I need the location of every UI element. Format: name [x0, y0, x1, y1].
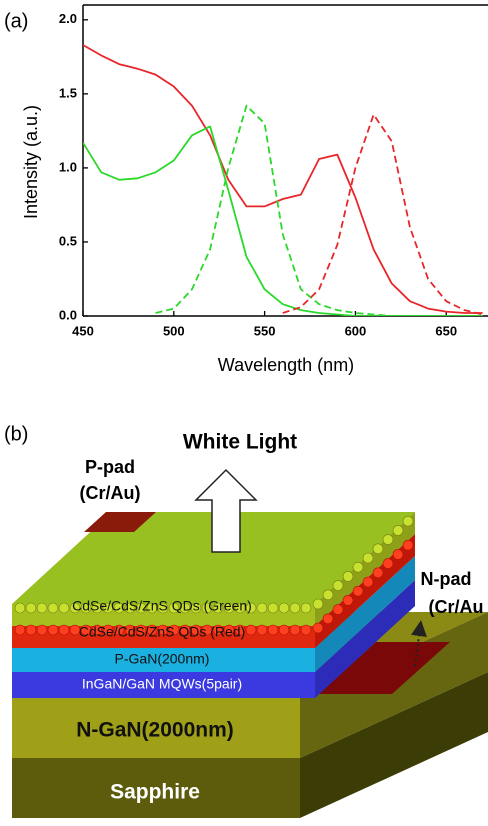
red-dot	[48, 625, 58, 635]
green-dot	[15, 603, 25, 613]
green-dot	[290, 603, 300, 613]
green-dot	[313, 599, 323, 609]
green-dot	[59, 603, 69, 613]
red-dot	[383, 559, 393, 569]
y-tick-label: 1.0	[59, 159, 77, 174]
red-dot	[26, 625, 36, 635]
green-dot	[301, 603, 311, 613]
layer-label: CdSe/CdS/ZnS QDs (Green)	[72, 598, 252, 614]
red-dot	[313, 623, 323, 633]
green-dot	[37, 603, 47, 613]
green-dot	[383, 535, 393, 545]
red-dot	[290, 625, 300, 635]
x-tick-label: 650	[435, 323, 457, 338]
layer-label: CdSe/CdS/ZnS QDs (Red)	[79, 624, 246, 640]
green-dot	[393, 525, 403, 535]
n-pad-label: (Cr/Au	[429, 597, 484, 617]
green-dot	[279, 603, 289, 613]
layer-label: Sapphire	[110, 781, 200, 804]
red-dot	[37, 625, 47, 635]
red-dot	[257, 625, 267, 635]
red-dot	[403, 540, 413, 550]
green-dot	[403, 516, 413, 526]
red-dot	[268, 625, 278, 635]
green-dot	[353, 562, 363, 572]
green-dot	[323, 590, 333, 600]
x-tick-label: 500	[163, 323, 185, 338]
n-pad-label: N-pad	[421, 569, 472, 589]
panel-label: (a)	[4, 10, 28, 32]
p-pad-label: (Cr/Au)	[80, 483, 141, 503]
p-pad-label: P-pad	[85, 457, 135, 477]
layer-label: InGaN/GaN MQWs(5pair)	[82, 676, 242, 692]
x-tick-label: 600	[345, 323, 367, 338]
red-dot	[363, 577, 373, 587]
layer-label: N-GaN(2000nm)	[76, 719, 234, 742]
arrow-label: White Light	[183, 431, 297, 454]
red-dot	[353, 586, 363, 596]
red-dot	[343, 595, 353, 605]
y-tick-label: 1.5	[59, 85, 77, 100]
red-dot	[333, 605, 343, 615]
green-dot	[333, 581, 343, 591]
data-line	[283, 115, 483, 315]
data-line	[83, 126, 483, 316]
x-tick-label: 450	[72, 323, 94, 338]
red-dot	[323, 614, 333, 624]
x-tick-label: 550	[254, 323, 276, 338]
green-dot	[268, 603, 278, 613]
figure: (a) Intensity (a.u.) Wavelength (nm) 0.0…	[0, 0, 488, 826]
y-tick-label: 0.5	[59, 233, 77, 248]
y-axis-title: Intensity (a.u.)	[21, 105, 41, 219]
green-dot	[343, 571, 353, 581]
panel-label: (b)	[4, 423, 28, 445]
layer-label: P-GaN(200nm)	[115, 651, 210, 667]
y-tick-label: 2.0	[59, 11, 77, 26]
red-dot	[393, 549, 403, 559]
green-dot	[26, 603, 36, 613]
red-dot	[59, 625, 69, 635]
green-dot	[257, 603, 267, 613]
plot: 0.0 0.5 1.0 1.5 2.0 450 500 550 600 650	[59, 5, 488, 338]
x-axis-title: Wavelength (nm)	[218, 355, 354, 375]
green-dot	[373, 544, 383, 554]
green-dot	[48, 603, 58, 613]
red-dot	[246, 625, 256, 635]
red-dot	[301, 625, 311, 635]
red-dot	[15, 625, 25, 635]
data-line	[83, 45, 483, 313]
red-dot	[279, 625, 289, 635]
y-tick-label: 0.0	[59, 307, 77, 322]
red-dot	[373, 568, 383, 578]
green-dot	[363, 553, 373, 563]
